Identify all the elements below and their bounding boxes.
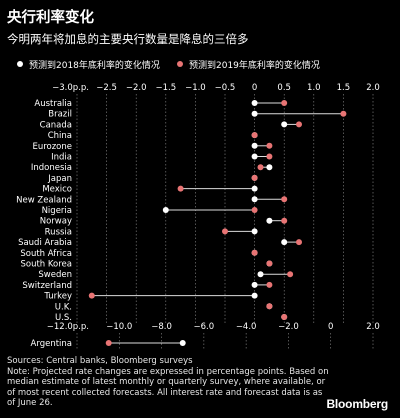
- bloomberg-logo: Bloomberg: [326, 397, 388, 411]
- point-2019: [281, 100, 288, 106]
- point-2018: [266, 164, 273, 171]
- point-2019: [177, 185, 184, 192]
- row-label: Brazil: [48, 110, 72, 120]
- point-2019: [296, 121, 302, 128]
- row-label: Canada: [40, 120, 72, 130]
- legend-item-2019: 预测到2019年底利率的变化情况: [177, 57, 320, 71]
- x-tick-label: −0.5: [215, 83, 236, 93]
- point-2019: [266, 281, 273, 288]
- row-label: U.S.: [55, 313, 72, 323]
- note-line: of June 26.: [7, 398, 53, 408]
- row-label: Mexico: [42, 185, 72, 195]
- row-label: Australia: [34, 99, 72, 109]
- point-2018: [251, 292, 258, 299]
- x-tick-label: −4.0: [236, 322, 257, 332]
- point-2019: [266, 303, 273, 310]
- point-2018: [266, 217, 273, 224]
- point-2019: [222, 228, 228, 235]
- x-tick-label: −6.0: [194, 322, 215, 332]
- row-label: Russia: [45, 227, 72, 237]
- point-2019: [251, 249, 258, 256]
- x-tick-label: −8.0: [151, 322, 172, 332]
- point-2019: [340, 110, 347, 117]
- point-2019: [251, 174, 258, 181]
- x-tick-label: −1.5: [155, 83, 176, 93]
- point-2018: [281, 239, 288, 246]
- row-label: New Zealand: [16, 195, 72, 205]
- row-label: China: [48, 131, 72, 141]
- chart-footer: Sources: Central banks, Bloomberg survey…: [7, 356, 397, 409]
- row-label: Argentina: [31, 339, 72, 349]
- point-2019: [266, 142, 273, 149]
- x-tick-label: −2.5: [96, 83, 117, 93]
- legend-item-2018: 预测到2018年底利率的变化情况: [17, 57, 160, 71]
- chart-title: 央行利率变化: [7, 10, 94, 26]
- point-2018: [251, 142, 258, 149]
- row-label: India: [51, 153, 72, 163]
- x-tick-label: −2.0: [126, 83, 147, 93]
- point-2019: [88, 292, 95, 299]
- x-tick-label: 1.0: [307, 83, 321, 93]
- x-tick-label: 1.5: [337, 83, 351, 93]
- point-2018: [162, 207, 169, 213]
- point-2018: [257, 271, 264, 278]
- row-label: South Africa: [20, 249, 72, 259]
- row-label: U.K.: [55, 302, 72, 312]
- row-label: Nigeria: [42, 206, 72, 216]
- row-label: Switzerland: [22, 281, 72, 291]
- point-2019: [251, 132, 258, 139]
- x-tick-label: 0: [252, 83, 257, 93]
- x-tick-label: −10.0: [106, 322, 132, 332]
- point-2019: [105, 340, 112, 346]
- legend-dot-2018: [17, 61, 23, 67]
- x-tick-label: −3.0p.p.: [52, 83, 89, 93]
- row-label: Sweden: [38, 270, 72, 280]
- x-tick-label: 0.5: [277, 83, 291, 93]
- point-2018: [251, 153, 258, 160]
- row-label: Eurozone: [32, 142, 72, 152]
- point-2018: [251, 281, 258, 288]
- point-2018: [251, 228, 258, 235]
- row-label: Saudi Arabia: [18, 238, 72, 248]
- point-2018: [251, 185, 258, 192]
- note-line: Note: Projected rate changes are express…: [7, 366, 329, 377]
- x-tick-label: −2.0: [278, 322, 299, 332]
- point-2018: [179, 340, 186, 346]
- chart-subtitle: 今明两年将加息的主要央行数量是降息的三倍多: [7, 32, 249, 46]
- x-tick-label: 2.0: [366, 83, 380, 93]
- legend-dot-2019: [177, 61, 183, 67]
- point-2018: [251, 100, 258, 106]
- row-label: Japan: [47, 174, 72, 184]
- point-2019: [296, 239, 302, 246]
- point-2018: [251, 110, 258, 117]
- row-label: Norway: [40, 217, 72, 227]
- point-2019: [251, 207, 258, 213]
- point-2019: [266, 260, 273, 267]
- row-label: South Korea: [20, 260, 72, 270]
- point-2019: [281, 217, 288, 224]
- point-2019: [281, 314, 288, 320]
- point-2019: [287, 271, 294, 278]
- sources-text: Sources: Central banks, Bloomberg survey…: [7, 356, 193, 366]
- note-line: of most recent collected forecasts. All …: [7, 387, 323, 398]
- row-label: Turkey: [43, 292, 72, 302]
- point-2018: [251, 196, 258, 203]
- x-tick-label: 2.0: [366, 322, 380, 332]
- x-tick-label: 0: [328, 322, 333, 332]
- note-line: median estimate of latest monthly or qua…: [7, 377, 326, 387]
- x-tick-label: −12.0p.p.: [47, 322, 89, 332]
- row-label: Indonesia: [31, 163, 72, 173]
- legend-label-2018: 预测到2018年底利率的变化情况: [29, 60, 160, 71]
- point-2019: [257, 164, 264, 171]
- point-2019: [266, 153, 273, 160]
- point-2018: [281, 121, 288, 128]
- legend-label-2019: 预测到2019年底利率的变化情况: [189, 60, 320, 71]
- x-tick-label: −1.0: [185, 83, 206, 93]
- point-2019: [281, 196, 288, 203]
